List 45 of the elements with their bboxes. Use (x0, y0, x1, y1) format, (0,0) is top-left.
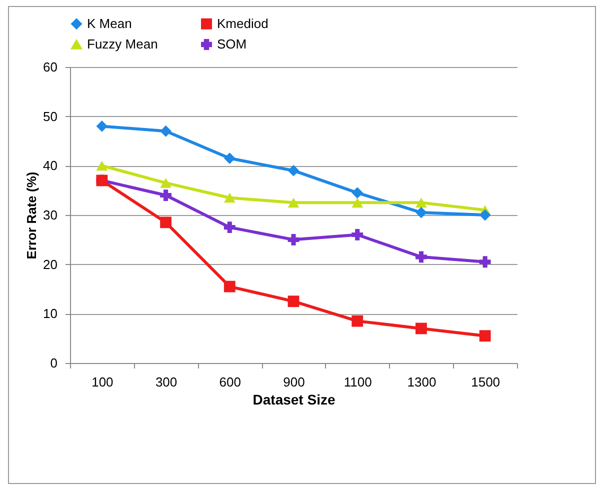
point (288, 296, 300, 308)
y-tick-label: 50 (43, 108, 58, 124)
y-tick-label: 20 (43, 256, 58, 272)
point (96, 160, 108, 171)
point (479, 330, 491, 342)
point (288, 198, 300, 208)
y-tick-label: 40 (43, 158, 58, 174)
x-axis-title: Dataset Size (252, 392, 336, 408)
legend-label: SOM (217, 36, 247, 52)
point (416, 206, 427, 218)
point (416, 251, 427, 263)
point (160, 190, 172, 201)
point (479, 209, 491, 221)
y-axis-title: Error Rate (%) (24, 172, 40, 260)
y-tick-label: 30 (43, 208, 58, 222)
x-tick-label: 1500 (471, 374, 500, 390)
x-tick-label: 300 (155, 374, 178, 390)
point (96, 120, 108, 132)
x-tick-label: 100 (92, 374, 114, 390)
x-tick-label: 600 (219, 374, 241, 390)
point (224, 280, 236, 292)
legend-label: Kmediod (217, 16, 268, 31)
point (160, 178, 172, 188)
point (352, 229, 364, 240)
point (160, 216, 172, 228)
point (160, 125, 172, 137)
point (416, 198, 427, 208)
point (352, 187, 364, 198)
point (224, 222, 236, 234)
point (416, 322, 427, 334)
legend-label: K Mean (87, 16, 132, 31)
point (288, 234, 300, 246)
point (352, 198, 364, 208)
x-tick-label: 900 (283, 374, 305, 390)
point (224, 192, 236, 203)
y-tick-label: 60 (43, 60, 58, 74)
point (224, 152, 236, 164)
point (479, 256, 491, 268)
x-tick-label: 1100 (344, 374, 372, 390)
point (288, 164, 300, 176)
y-tick-label: 10 (43, 306, 58, 322)
y-tick-label: 0 (50, 356, 58, 370)
point (352, 315, 364, 327)
x-tick-label: 1300 (407, 374, 436, 390)
legend-label: Fuzzy Mean (87, 36, 158, 52)
